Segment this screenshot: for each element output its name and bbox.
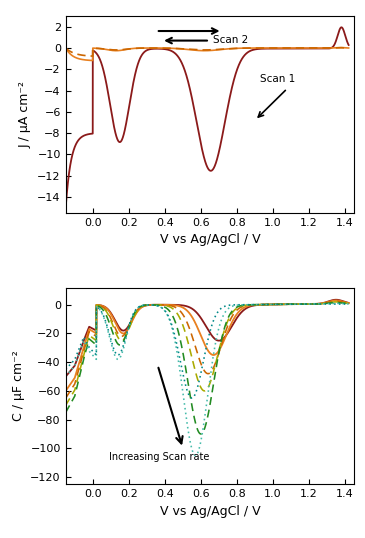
- Text: Increasing Scan rate: Increasing Scan rate: [109, 452, 210, 462]
- X-axis label: V vs Ag/AgCl / V: V vs Ag/AgCl / V: [160, 233, 260, 246]
- Text: Scan 1: Scan 1: [260, 74, 296, 84]
- Y-axis label: J / μA cm⁻²: J / μA cm⁻²: [19, 81, 32, 148]
- X-axis label: V vs Ag/AgCl / V: V vs Ag/AgCl / V: [160, 505, 260, 518]
- Text: Scan 2: Scan 2: [214, 36, 249, 45]
- Y-axis label: C / μF cm⁻²: C / μF cm⁻²: [12, 350, 25, 421]
